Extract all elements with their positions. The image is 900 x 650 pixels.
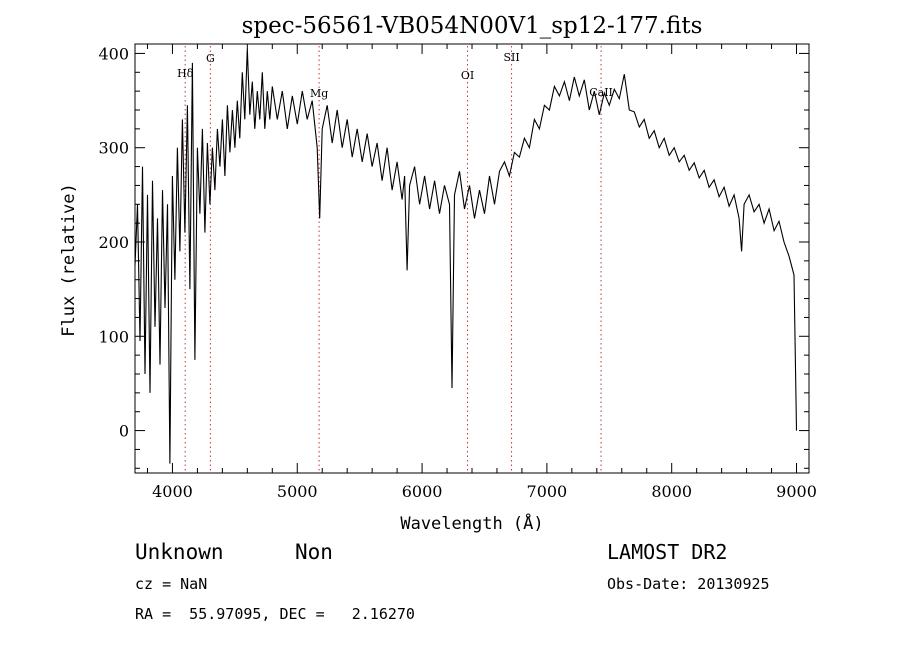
y-axis-label: Flux (relative) xyxy=(59,183,79,337)
spectrum-line xyxy=(135,48,798,464)
x-tick-label: 5000 xyxy=(277,482,318,501)
spectral-line-label: SII xyxy=(503,51,519,64)
spectral-line-label: Hδ xyxy=(177,67,194,80)
plot-border xyxy=(134,43,810,474)
object-subclass: Non xyxy=(295,540,333,564)
coordinates-label: RA = 55.97095, DEC = 2.16270 xyxy=(135,605,415,623)
y-tick-label: 300 xyxy=(98,139,129,158)
x-tick-label: 6000 xyxy=(402,482,443,501)
plot-frame xyxy=(134,43,810,474)
obs-date-label: Obs-Date: 20130925 xyxy=(607,575,770,593)
spectrum-line-group xyxy=(135,48,798,464)
redshift-label: cz = NaN xyxy=(135,575,208,593)
object-class: Unknown xyxy=(135,540,224,564)
spectral-line-label: OI xyxy=(461,69,474,82)
survey-label: LAMOST DR2 xyxy=(607,540,728,564)
y-tick-label: 400 xyxy=(98,44,129,63)
y-tick-label: 100 xyxy=(98,327,129,346)
x-tick-label: 9000 xyxy=(776,482,817,501)
chart-title: spec-56561-VB054N00V1_sp12-177.fits xyxy=(242,13,703,39)
spectral-line-label: Mg xyxy=(310,87,328,100)
x-tick-label: 7000 xyxy=(527,482,568,501)
axis-ticks: 4000 5000 6000 7000 8000 9000 0 100 200 300 400 xyxy=(98,44,817,501)
x-tick-label: 4000 xyxy=(152,482,193,501)
x-axis-label: Wavelength (Å) xyxy=(400,512,543,534)
y-tick-label: 200 xyxy=(98,233,129,252)
x-tick-label: 8000 xyxy=(651,482,692,501)
spectral-line-label: G xyxy=(206,52,215,65)
y-tick-label: 0 xyxy=(119,422,129,441)
